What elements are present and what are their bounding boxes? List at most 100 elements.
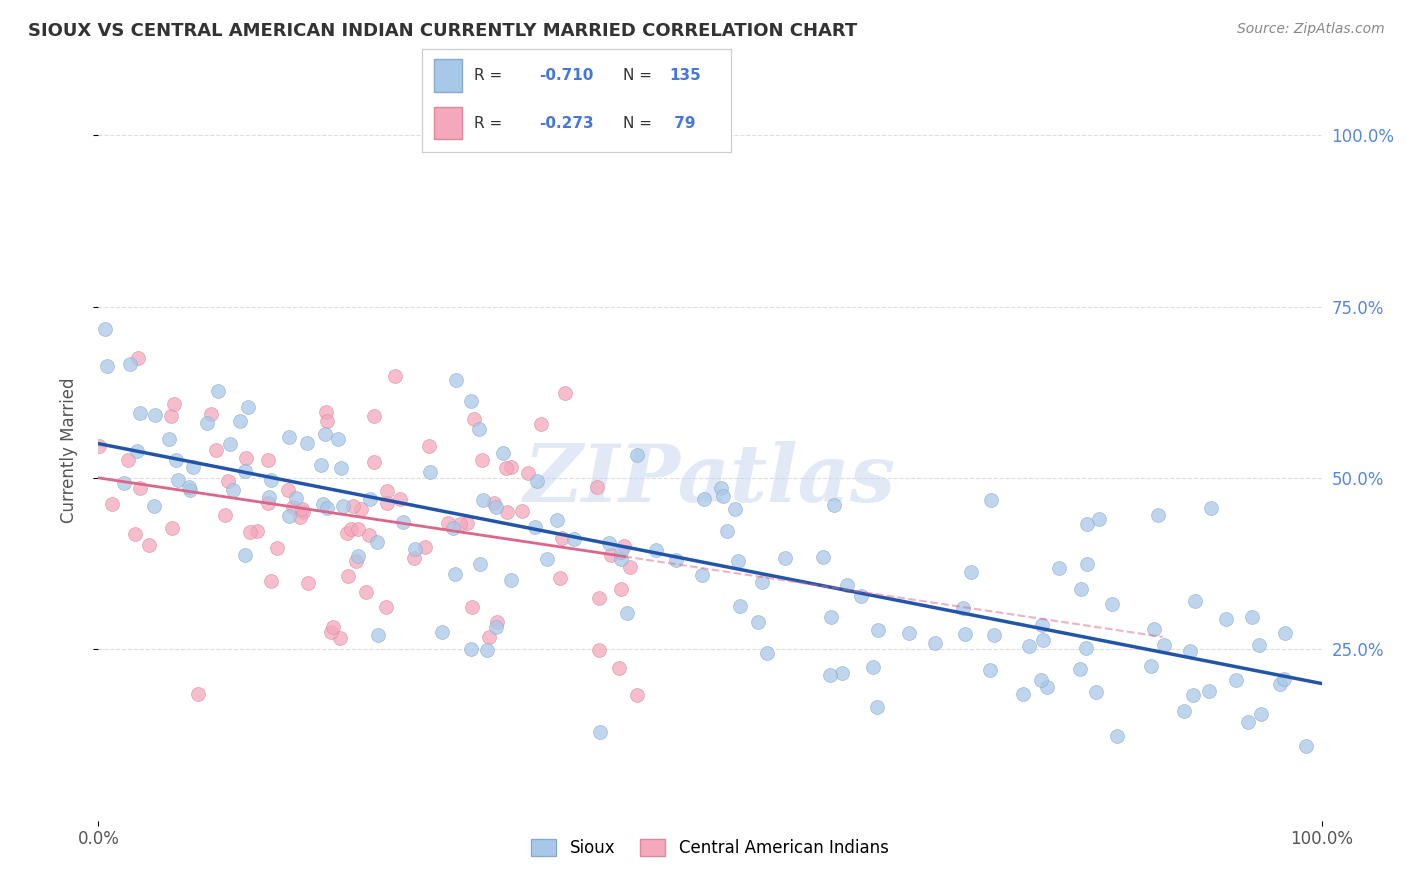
Point	[589, 724, 612, 739]
Point	[441, 521, 464, 535]
Point	[546, 513, 568, 527]
Point	[530, 417, 553, 432]
Point	[159, 432, 181, 446]
Point	[322, 620, 344, 634]
Point	[367, 628, 389, 642]
Point	[953, 626, 976, 640]
Point	[312, 497, 335, 511]
Point	[1250, 706, 1272, 721]
Point	[616, 607, 638, 621]
Point	[292, 505, 315, 519]
Point	[484, 496, 506, 510]
Point	[979, 664, 1001, 678]
Point	[610, 544, 633, 558]
Bar	[434, 59, 463, 92]
Point	[195, 416, 218, 430]
Point	[897, 625, 920, 640]
Point	[471, 493, 494, 508]
Point	[375, 599, 398, 614]
Text: N =: N =	[623, 68, 652, 83]
Point	[309, 458, 332, 472]
Point	[219, 436, 242, 450]
Point	[773, 550, 796, 565]
Point	[598, 536, 620, 550]
Point	[340, 522, 363, 536]
Point	[291, 502, 314, 516]
Y-axis label: Currently Married: Currently Married	[59, 377, 77, 524]
Point	[501, 573, 523, 587]
Point	[436, 516, 458, 530]
Point	[1047, 560, 1070, 574]
Point	[350, 502, 373, 516]
Point	[1076, 517, 1098, 532]
Point	[619, 559, 641, 574]
Point	[723, 502, 745, 516]
Point	[444, 373, 467, 387]
Point	[207, 384, 229, 398]
Point	[278, 508, 301, 523]
Point	[1069, 662, 1091, 676]
Point	[366, 534, 388, 549]
Point	[492, 446, 515, 460]
Point	[418, 439, 440, 453]
Point	[716, 524, 738, 538]
Point	[1181, 688, 1204, 702]
Point	[1084, 685, 1107, 699]
Point	[980, 493, 1002, 508]
Point	[163, 397, 186, 411]
Point	[375, 483, 398, 498]
Point	[205, 443, 228, 458]
Point	[831, 665, 853, 680]
Point	[471, 452, 494, 467]
Point	[319, 625, 342, 640]
Point	[1101, 597, 1123, 611]
Point	[200, 407, 222, 421]
Point	[266, 541, 288, 555]
Point	[392, 515, 415, 529]
Point	[117, 452, 139, 467]
Point	[419, 465, 441, 479]
Point	[179, 483, 201, 497]
Point	[384, 369, 406, 384]
Point	[478, 630, 501, 644]
Point	[756, 646, 779, 660]
Point	[588, 643, 610, 657]
Point	[214, 508, 236, 522]
Point	[495, 461, 517, 475]
Point	[1268, 677, 1291, 691]
Point	[118, 357, 141, 371]
Point	[1184, 594, 1206, 608]
Point	[1143, 622, 1166, 636]
Point	[463, 411, 485, 425]
Point	[233, 548, 256, 562]
Point	[278, 430, 301, 444]
Point	[257, 490, 280, 504]
Point	[1032, 632, 1054, 647]
Point	[516, 467, 538, 481]
Point	[523, 520, 546, 534]
Point	[823, 499, 845, 513]
Point	[1031, 618, 1053, 632]
Text: -0.710: -0.710	[540, 68, 593, 83]
Point	[288, 510, 311, 524]
Text: ZIPatlas: ZIPatlas	[524, 442, 896, 519]
Point	[260, 574, 283, 589]
Point	[536, 552, 558, 566]
Point	[460, 641, 482, 656]
Point	[235, 450, 257, 465]
Point	[329, 631, 352, 645]
Point	[588, 591, 610, 605]
Point	[357, 528, 380, 542]
Point	[477, 642, 499, 657]
Point	[363, 455, 385, 469]
Point	[692, 568, 714, 582]
Point	[430, 624, 453, 639]
Point	[727, 554, 749, 568]
Point	[124, 527, 146, 541]
Point	[1295, 739, 1317, 753]
Point	[328, 432, 350, 446]
Point	[315, 404, 337, 418]
Point	[1180, 644, 1202, 658]
Text: R =: R =	[474, 68, 502, 83]
Point	[181, 460, 204, 475]
